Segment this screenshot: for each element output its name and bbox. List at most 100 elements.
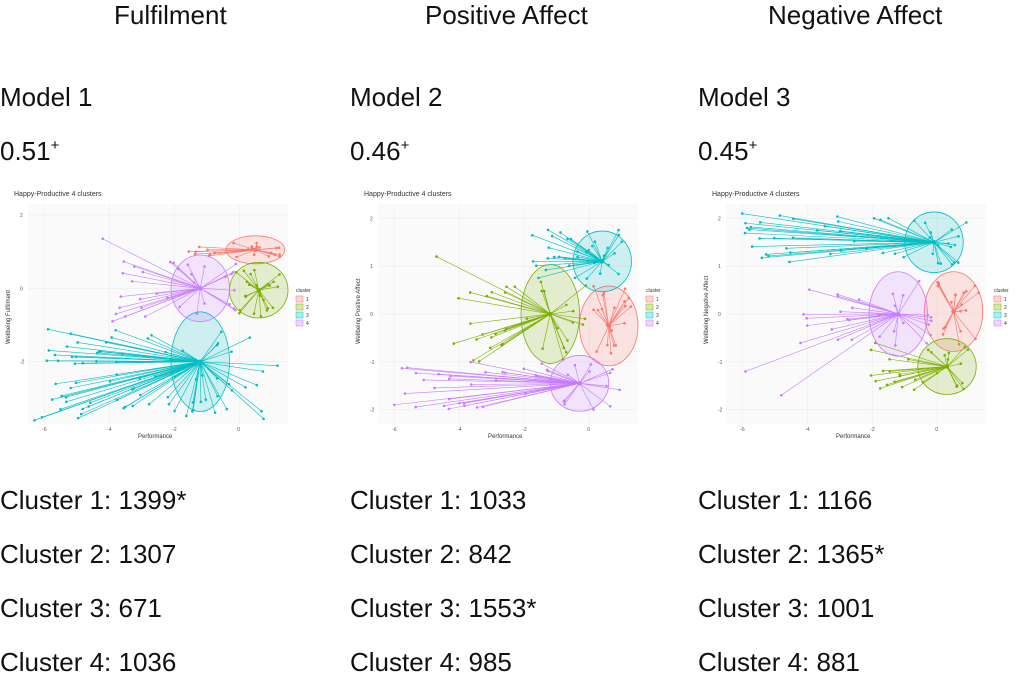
data-point (195, 250, 198, 253)
legend-label: 3 (1004, 313, 1007, 319)
data-point (746, 227, 749, 230)
cluster-count: Cluster 4: 985 (350, 646, 536, 700)
data-point (607, 264, 610, 267)
data-point (169, 261, 172, 264)
data-point (255, 242, 258, 245)
data-point (748, 228, 751, 231)
data-point (939, 262, 942, 265)
legend-key (296, 312, 303, 318)
score-value: 0.46 (350, 136, 401, 166)
data-point (587, 249, 590, 252)
x-tick-label: -2 (522, 427, 527, 433)
data-point (956, 384, 959, 387)
data-point (120, 295, 123, 298)
data-point (950, 246, 953, 249)
data-point (51, 398, 54, 401)
data-point (256, 245, 259, 248)
data-point (829, 253, 832, 256)
cluster-counts: Cluster 1: 1399* Cluster 2: 1307 Cluster… (0, 484, 186, 700)
data-point (469, 322, 472, 325)
data-point (164, 351, 167, 354)
data-point (546, 257, 549, 260)
cluster-centroid (198, 286, 202, 290)
data-point (609, 372, 612, 375)
data-point (785, 247, 788, 250)
legend-label: 1 (656, 297, 659, 303)
data-point (204, 398, 207, 401)
legend-key (646, 304, 653, 310)
data-point (836, 215, 839, 218)
data-point (33, 419, 36, 422)
data-point (54, 383, 57, 386)
data-point (893, 330, 896, 333)
data-point (232, 307, 235, 310)
data-point (200, 400, 203, 403)
data-point (131, 405, 134, 408)
data-point (591, 245, 594, 248)
data-point (531, 234, 534, 237)
data-point (922, 381, 925, 384)
data-point (901, 386, 904, 389)
data-point (630, 305, 633, 308)
x-axis-label: Performance (138, 434, 173, 440)
model-label: Model 3 (698, 82, 791, 113)
data-point (887, 217, 890, 220)
data-point (750, 226, 753, 229)
data-point (482, 406, 485, 409)
data-point (505, 286, 508, 289)
data-point (249, 273, 252, 276)
score-value: 0.45 (698, 136, 749, 166)
data-point (187, 250, 190, 253)
data-point (927, 323, 930, 326)
data-point (415, 372, 418, 375)
data-point (744, 222, 747, 225)
y-tick-label: 2 (718, 216, 721, 222)
data-point (274, 253, 277, 256)
legend-title: cluster (646, 288, 661, 294)
data-point (65, 396, 68, 399)
data-point (592, 308, 595, 311)
data-point (443, 405, 446, 408)
data-point (196, 312, 199, 315)
data-point (617, 229, 620, 232)
y-axis-label: Wellbeing Positive Affect (356, 278, 362, 344)
panel-negative-affect: Negative Affect Model 3 0.45+ Happy-Prod… (698, 0, 1021, 679)
data-point (185, 415, 188, 418)
data-point (551, 235, 554, 238)
data-point (69, 332, 72, 335)
y-tick-label: -1 (718, 360, 723, 366)
legend-label: 1 (1004, 297, 1007, 303)
data-point (142, 271, 145, 274)
data-point (961, 382, 964, 385)
x-tick-label: 0 (587, 427, 590, 433)
cluster-counts: Cluster 1: 1166 Cluster 2: 1365* Cluster… (698, 484, 884, 700)
data-point (963, 346, 966, 349)
data-point (925, 342, 928, 345)
data-point (262, 370, 265, 373)
data-point (77, 417, 80, 420)
x-tick-label: -2 (172, 427, 177, 433)
data-point (167, 396, 170, 399)
data-point (959, 330, 962, 333)
data-point (837, 220, 840, 223)
data-point (788, 261, 791, 264)
data-point (475, 338, 478, 341)
data-point (272, 306, 275, 309)
data-point (977, 291, 980, 294)
data-point (256, 384, 259, 387)
data-point (606, 344, 609, 347)
x-tick-label: 0 (237, 427, 240, 433)
data-point (81, 362, 84, 365)
data-point (944, 326, 947, 329)
data-point (913, 219, 916, 222)
data-point (198, 246, 201, 249)
data-point (494, 333, 497, 336)
cluster-count: Cluster 1: 1399* (0, 484, 186, 538)
score-mark: + (401, 137, 410, 154)
data-point (974, 284, 977, 287)
data-point (178, 306, 181, 309)
legend-title: cluster (296, 288, 311, 294)
data-point (617, 273, 620, 276)
data-point (463, 402, 466, 405)
data-point (570, 238, 573, 241)
